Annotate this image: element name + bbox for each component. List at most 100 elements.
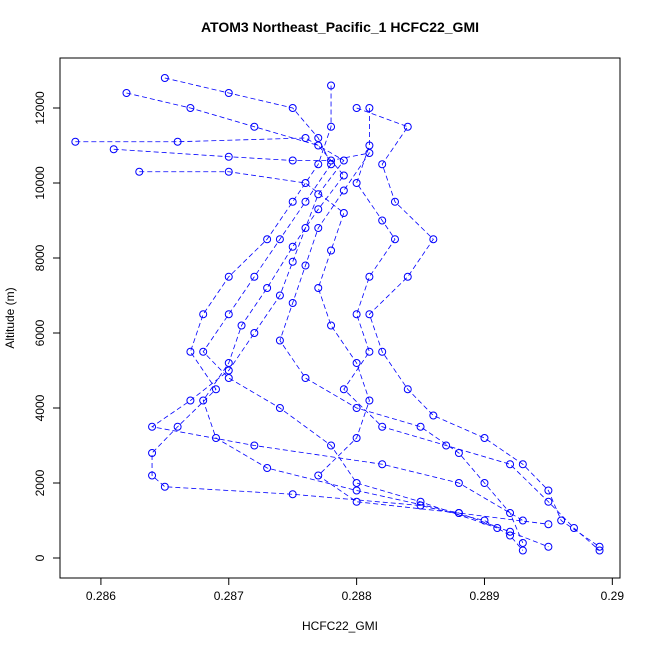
point <box>327 156 336 165</box>
point <box>263 235 272 244</box>
point <box>352 178 361 187</box>
point <box>301 223 310 232</box>
point <box>250 272 259 281</box>
point <box>352 497 361 506</box>
point <box>365 347 374 356</box>
profile-line <box>113 148 524 544</box>
point <box>365 141 374 150</box>
point <box>288 156 297 165</box>
y-axis-label: Altitude (m) <box>3 287 17 348</box>
point <box>352 359 361 368</box>
point <box>186 347 195 356</box>
point <box>454 509 463 518</box>
point <box>339 208 348 217</box>
y-tick-label: 8000 <box>33 244 47 271</box>
x-tick-label: 0.288 <box>342 589 372 603</box>
point <box>288 257 297 266</box>
point <box>275 404 284 413</box>
plot-frame <box>59 57 621 579</box>
point <box>403 272 412 281</box>
point <box>327 321 336 330</box>
point <box>378 160 387 169</box>
point <box>429 235 438 244</box>
point <box>595 546 604 555</box>
point <box>327 246 336 255</box>
point <box>186 396 195 405</box>
point <box>403 122 412 131</box>
y-tick-label: 0 <box>33 554 47 561</box>
point <box>301 133 310 142</box>
profile-line <box>75 137 524 521</box>
point <box>339 385 348 394</box>
point <box>173 137 182 146</box>
point <box>314 471 323 480</box>
profile-line <box>356 107 600 548</box>
point <box>390 235 399 244</box>
profile-line <box>126 92 549 548</box>
point <box>224 152 233 161</box>
point <box>403 385 412 394</box>
point <box>339 186 348 195</box>
point <box>480 516 489 525</box>
point <box>416 422 425 431</box>
x-tick-label: 0.287 <box>214 589 244 603</box>
point <box>365 396 374 405</box>
point <box>199 310 208 319</box>
point <box>544 486 553 495</box>
point <box>288 103 297 112</box>
point <box>480 479 489 488</box>
point <box>480 434 489 443</box>
point <box>224 310 233 319</box>
point <box>288 490 297 499</box>
profile-line <box>164 77 498 529</box>
point <box>237 321 246 330</box>
point <box>288 242 297 251</box>
point <box>314 141 323 150</box>
point <box>327 441 336 450</box>
profile-line <box>151 85 524 551</box>
point <box>288 298 297 307</box>
point <box>327 122 336 131</box>
point <box>378 422 387 431</box>
point <box>365 148 374 157</box>
point <box>454 479 463 488</box>
point <box>339 171 348 180</box>
point <box>518 546 527 555</box>
point <box>378 460 387 469</box>
point <box>224 272 233 281</box>
point <box>314 190 323 199</box>
x-tick-label: 0.29 <box>601 589 625 603</box>
point <box>544 520 553 529</box>
point <box>365 103 374 112</box>
point <box>506 527 515 536</box>
point <box>314 223 323 232</box>
point <box>186 103 195 112</box>
point <box>173 422 182 431</box>
point <box>390 197 399 206</box>
point <box>544 542 553 551</box>
point <box>263 283 272 292</box>
point <box>250 122 259 131</box>
profile-line <box>343 107 600 551</box>
point <box>250 441 259 450</box>
point <box>301 197 310 206</box>
point <box>557 516 566 525</box>
point <box>314 133 323 142</box>
point <box>454 449 463 458</box>
point <box>224 374 233 383</box>
point <box>199 396 208 405</box>
point <box>339 156 348 165</box>
point <box>352 404 361 413</box>
point <box>506 509 515 518</box>
point <box>416 497 425 506</box>
point <box>301 374 310 383</box>
point <box>224 88 233 97</box>
y-tick-label: 4000 <box>33 394 47 421</box>
point <box>569 524 578 533</box>
point <box>135 167 144 176</box>
point <box>224 167 233 176</box>
point <box>352 479 361 488</box>
point <box>301 178 310 187</box>
point <box>327 81 336 90</box>
